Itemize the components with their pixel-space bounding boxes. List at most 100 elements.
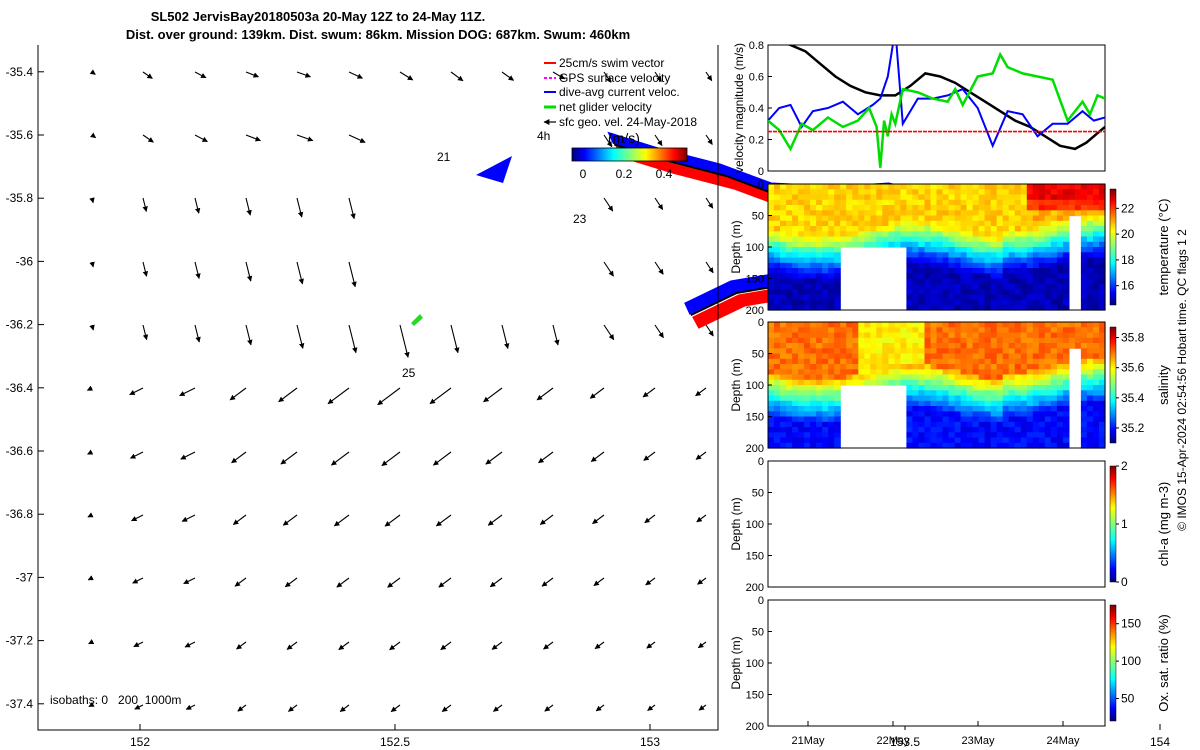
heatmap-cell bbox=[1044, 427, 1052, 433]
heatmap-cell bbox=[924, 358, 932, 365]
heatmap-cell bbox=[996, 442, 1004, 449]
depth-tick-label: 100 bbox=[746, 658, 764, 670]
map-x-tick-label: 152 bbox=[130, 735, 150, 749]
heatmap-cell bbox=[1020, 358, 1028, 365]
heatmap-cell bbox=[1008, 400, 1016, 407]
heatmap-cell bbox=[834, 379, 841, 386]
heatmap-cell bbox=[1050, 241, 1058, 248]
heatmap-cell bbox=[990, 390, 998, 397]
heatmap-cell bbox=[1032, 247, 1040, 253]
heatmap-cell bbox=[1099, 348, 1106, 355]
heatmap-cell bbox=[1050, 353, 1058, 360]
heatmap-cell bbox=[948, 364, 956, 370]
heatmap-cell bbox=[816, 189, 823, 196]
heatmap-cell bbox=[1026, 289, 1034, 295]
heatmap-cell bbox=[882, 231, 889, 238]
heatmap-cell bbox=[828, 220, 835, 227]
heatmap-cell bbox=[954, 432, 962, 439]
heatmap-cell bbox=[1038, 236, 1046, 243]
heatmap-cell bbox=[954, 379, 962, 386]
heatmap-cell bbox=[822, 406, 829, 412]
heatmap-cell bbox=[822, 257, 829, 264]
heatmap-cell bbox=[822, 299, 829, 306]
heatmap-cell bbox=[1038, 304, 1046, 311]
heatmap-cell bbox=[1002, 416, 1010, 423]
heatmap-cell bbox=[768, 369, 775, 376]
heatmap-cell bbox=[1062, 343, 1070, 349]
colorbar-tick-label: 1 bbox=[1121, 517, 1128, 531]
heatmap-cell bbox=[774, 343, 781, 349]
heatmap-cell bbox=[810, 364, 817, 370]
heatmap-cell bbox=[984, 226, 992, 232]
heatmap-cell bbox=[1014, 283, 1022, 290]
heatmap-cell bbox=[954, 273, 962, 280]
heatmap-cell bbox=[990, 304, 998, 311]
heatmap-cell bbox=[1044, 322, 1052, 328]
heatmap-cell bbox=[1014, 343, 1022, 349]
heatmap-cell bbox=[798, 283, 805, 290]
heatmap-cell bbox=[804, 353, 811, 360]
heatmap-cell bbox=[852, 226, 859, 232]
heatmap-cell bbox=[966, 390, 974, 397]
heatmap-cell bbox=[942, 184, 950, 190]
heatmap-cell bbox=[930, 343, 938, 349]
heatmap-cell bbox=[780, 390, 787, 397]
heatmap-cell bbox=[1056, 231, 1064, 238]
heatmap-cell bbox=[1080, 390, 1088, 397]
heatmap-cell bbox=[1026, 268, 1034, 274]
heatmap-cell bbox=[984, 283, 992, 290]
heatmap-cell bbox=[780, 189, 787, 196]
heatmap-cell bbox=[1032, 194, 1040, 201]
heatmap-cell bbox=[912, 189, 919, 196]
heatmap-cell bbox=[918, 236, 925, 243]
heatmap-cell bbox=[936, 348, 944, 355]
heatmap-cell bbox=[774, 226, 781, 232]
heatmap-cell bbox=[1014, 364, 1022, 370]
heatmap-cell bbox=[966, 289, 974, 295]
heatmap-cell bbox=[1038, 278, 1046, 285]
current-vector bbox=[698, 704, 707, 711]
heatmap-cell bbox=[876, 332, 883, 339]
heatmap-cell bbox=[1014, 390, 1022, 397]
map-y-tick-label: -35.6 bbox=[6, 128, 34, 142]
heatmap-cell bbox=[840, 226, 847, 232]
heatmap-cell bbox=[924, 241, 932, 248]
heatmap-cell bbox=[972, 231, 980, 238]
heatmap-cell bbox=[972, 390, 980, 397]
heatmap-cell bbox=[1026, 252, 1034, 259]
heatmap-cell bbox=[816, 364, 823, 370]
heatmap-cell bbox=[996, 299, 1004, 306]
heatmap-cell bbox=[1086, 283, 1094, 290]
heatmap-cell bbox=[972, 374, 980, 381]
heatmap-cell bbox=[828, 257, 835, 264]
heatmap-cell bbox=[1008, 220, 1016, 227]
heatmap-cell bbox=[966, 416, 974, 423]
heatmap-cell bbox=[774, 236, 781, 243]
heatmap-cell bbox=[918, 322, 925, 328]
heatmap-cell bbox=[858, 231, 865, 238]
heatmap-cell bbox=[792, 257, 799, 264]
heatmap-cell bbox=[918, 278, 925, 285]
heatmap-cell bbox=[1044, 358, 1052, 365]
heatmap-cell bbox=[1056, 220, 1064, 227]
heatmap-cell bbox=[1032, 184, 1040, 190]
heatmap-cell bbox=[936, 437, 944, 444]
heatmap-cell bbox=[930, 262, 938, 269]
heatmap-cell bbox=[972, 210, 980, 217]
heatmap-cell bbox=[972, 194, 980, 201]
heatmap-cell bbox=[780, 241, 787, 248]
heatmap-cell bbox=[774, 400, 781, 407]
heatmap-cell bbox=[894, 374, 901, 381]
heatmap-cell bbox=[774, 353, 781, 360]
heatmap-cell bbox=[1086, 205, 1094, 211]
heatmap-cell bbox=[924, 299, 932, 306]
heatmap-cell bbox=[918, 353, 925, 360]
heatmap-cell bbox=[1032, 411, 1040, 418]
heatmap-cell bbox=[966, 348, 974, 355]
current-vector bbox=[603, 324, 615, 341]
velocity-y-label: velocity magnitude (m/s) bbox=[732, 43, 746, 173]
heatmap-cell bbox=[972, 262, 980, 269]
colorbar-tick-label: 100 bbox=[1121, 654, 1141, 668]
current-vector bbox=[592, 514, 605, 525]
heatmap-cell bbox=[954, 322, 962, 328]
